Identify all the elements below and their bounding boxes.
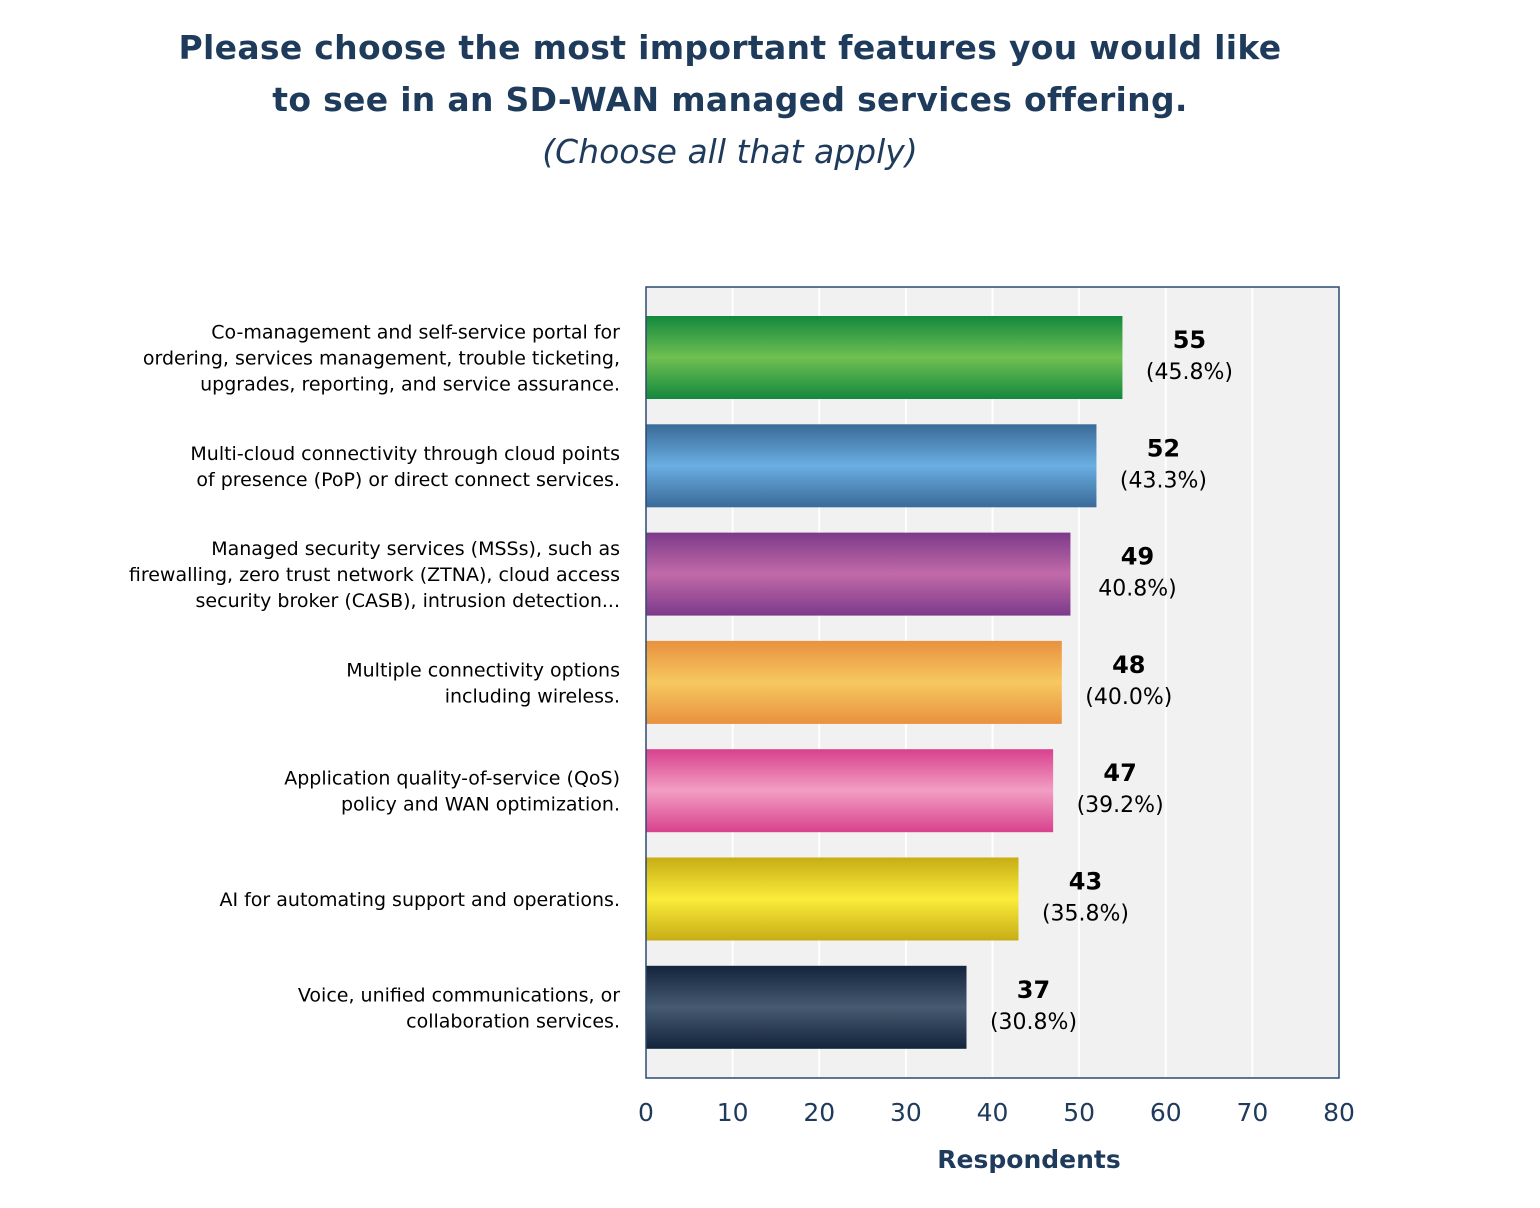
bar-percent-label: (39.2%) (1077, 793, 1164, 818)
x-tick-label: 40 (977, 1098, 1009, 1127)
plot-border (645, 286, 1340, 1079)
bar (646, 749, 1054, 833)
bar-value-label: 47 (1103, 759, 1136, 787)
bar-percent-label: (45.8%) (1146, 360, 1233, 385)
category-label-line: of presence (PoP) or direct connect serv… (196, 469, 620, 491)
category-label-line: Multiple connectivity options (346, 659, 620, 681)
x-axis-title: Respondents (937, 1145, 1120, 1174)
bar (646, 640, 1062, 724)
x-tick-label: 10 (717, 1098, 749, 1127)
category-label-line: including wireless. (445, 685, 620, 707)
category-label-line: policy and WAN optimization. (341, 794, 620, 816)
category-label-line: Managed security services (MSSs), such a… (211, 538, 620, 560)
bar-value-label: 48 (1112, 651, 1145, 679)
bar (646, 424, 1097, 508)
bar (646, 965, 967, 1049)
chart-subtitle: (Choose all that apply) (542, 132, 918, 171)
bar-percent-label: (40.0%) (1085, 685, 1172, 710)
title-line-2: to see in an SD-WAN managed services off… (272, 80, 1188, 119)
x-tick-label: 20 (803, 1098, 835, 1127)
x-tick-label: 80 (1323, 1098, 1355, 1127)
title-line-1: Please choose the most important feature… (178, 28, 1282, 67)
bar (646, 316, 1123, 399)
x-tick-label: 70 (1236, 1098, 1268, 1127)
category-label-line: AI for automating support and operations… (219, 889, 620, 911)
category-label: Multiple connectivity options including w… (346, 659, 620, 707)
category-label-line: ordering, services management, trouble t… (143, 348, 620, 370)
x-tick-label: 60 (1150, 1098, 1182, 1127)
category-label-line: collaboration services. (406, 1010, 620, 1032)
category-label: Voice, unified communications, or collabo… (298, 984, 620, 1032)
category-label: Managed security services (MSSs), such a… (129, 538, 620, 612)
bar-percent-label: (30.8%) (990, 1010, 1077, 1035)
category-label-line: firewalling, zero trust network (ZTNA), … (129, 564, 620, 586)
bar-value-label: 52 (1147, 434, 1180, 462)
bar-value-label: 37 (1017, 976, 1050, 1004)
category-label-line: Application quality-of-service (QoS) (284, 768, 620, 790)
bar-percent-label: (35.8%) (1042, 902, 1129, 927)
category-label-line: Multi-cloud connectivity through cloud p… (190, 443, 620, 465)
category-label-line: security broker (CASB), intrusion detect… (196, 590, 620, 612)
category-label-line: Voice, unified communications, or (298, 984, 620, 1006)
bar (646, 857, 1019, 941)
category-label-line: upgrades, reporting, and service assuran… (200, 374, 620, 396)
bar-value-label: 43 (1069, 868, 1102, 896)
chart-title: Please choose the most important feature… (0, 22, 1460, 178)
bar-value-label: 55 (1173, 326, 1206, 354)
category-label: Multi-cloud connectivity through cloud p… (190, 443, 620, 491)
x-tick-label: 50 (1063, 1098, 1095, 1127)
category-label: Co-management and self-service portal fo… (143, 322, 620, 396)
bar-value-label: 49 (1121, 543, 1154, 571)
category-label: AI for automating support and operations… (219, 889, 620, 911)
x-tick-label: 30 (890, 1098, 922, 1127)
category-label: Application quality-of-service (QoS) poli… (284, 768, 620, 816)
bar-percent-label: 40.8%) (1098, 577, 1176, 602)
bar-percent-label: (43.3%) (1120, 468, 1207, 493)
bar (646, 532, 1071, 616)
x-tick-label: 0 (638, 1098, 654, 1127)
category-label-line: Co-management and self-service portal fo… (211, 322, 620, 344)
